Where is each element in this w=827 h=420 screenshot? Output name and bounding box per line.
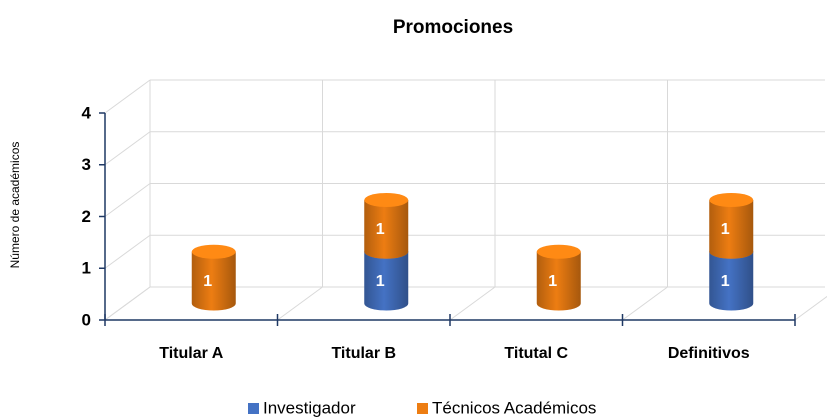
data-label: 1 (376, 273, 385, 290)
y-tick-label: 4 (82, 103, 92, 122)
bar: 1 (364, 193, 409, 259)
bar-body (364, 200, 409, 259)
floor-line (277, 286, 323, 321)
y-tick-label: 3 (82, 155, 91, 174)
bar-top (364, 193, 409, 207)
grid-line (104, 131, 151, 166)
grid-line (104, 234, 151, 269)
bar-top (536, 244, 581, 259)
grid-line (104, 183, 151, 217)
floor-line (794, 295, 827, 321)
legend-label: Técnicos Académicos (432, 398, 596, 417)
x-tick-label: Titular B (331, 345, 396, 362)
chart-title: Promociones (393, 17, 513, 38)
x-tick-label: Definitivos (668, 345, 750, 362)
legend-label: Investigador (263, 398, 356, 417)
data-label: 1 (721, 273, 730, 290)
y-tick-label: 1 (82, 259, 91, 278)
y-axis-label: Número de académicos (8, 142, 22, 269)
bar-body (709, 200, 754, 259)
bar-body (191, 251, 236, 311)
legend-swatch (417, 403, 428, 414)
floor-line (449, 286, 496, 321)
bar-top (191, 244, 236, 259)
bar-top (709, 193, 754, 207)
data-label: 1 (376, 221, 385, 238)
bar-body (709, 251, 754, 311)
legend-swatch (248, 403, 259, 414)
bar: 1 (191, 244, 236, 311)
data-label: 1 (203, 273, 212, 290)
y-tick-label: 2 (82, 207, 91, 226)
bar-body (536, 251, 581, 311)
x-tick-label: Titutal C (504, 345, 568, 362)
floor-line (622, 286, 668, 321)
data-label: 1 (548, 273, 557, 290)
bar: 1 (709, 193, 754, 259)
y-tick-label: 0 (82, 310, 91, 329)
data-label: 1 (721, 221, 730, 238)
grid-line (104, 79, 151, 114)
x-tick-label: Titular A (159, 345, 223, 362)
bar: 1 (536, 244, 581, 311)
bar-body (364, 251, 409, 311)
floor-line (104, 286, 151, 321)
